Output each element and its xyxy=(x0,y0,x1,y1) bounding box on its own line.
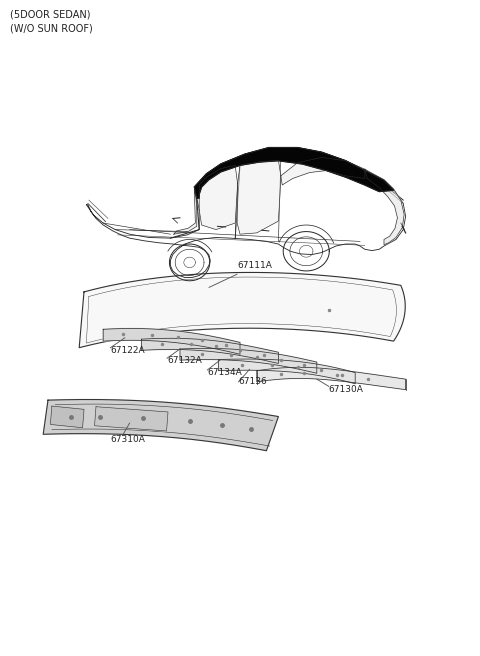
Polygon shape xyxy=(50,406,84,428)
Polygon shape xyxy=(174,190,197,234)
Polygon shape xyxy=(180,348,317,373)
Polygon shape xyxy=(218,359,355,384)
Polygon shape xyxy=(237,160,281,234)
Polygon shape xyxy=(365,169,404,245)
Polygon shape xyxy=(194,148,394,198)
Text: 67132A: 67132A xyxy=(167,356,202,365)
Polygon shape xyxy=(199,165,238,230)
Text: 67310A: 67310A xyxy=(110,435,145,444)
Polygon shape xyxy=(257,367,406,390)
Polygon shape xyxy=(142,338,278,363)
Text: 67122A: 67122A xyxy=(110,346,145,355)
Text: 67130A: 67130A xyxy=(329,384,364,394)
Text: 67111A: 67111A xyxy=(209,261,273,287)
Polygon shape xyxy=(281,157,365,185)
Polygon shape xyxy=(103,329,240,354)
Text: (5DOOR SEDAN)
(W/O SUN ROOF): (5DOOR SEDAN) (W/O SUN ROOF) xyxy=(10,10,92,33)
Polygon shape xyxy=(79,272,405,348)
Polygon shape xyxy=(43,400,278,451)
Text: 67136: 67136 xyxy=(239,377,267,386)
Text: 67134A: 67134A xyxy=(207,368,242,377)
Polygon shape xyxy=(95,407,168,431)
